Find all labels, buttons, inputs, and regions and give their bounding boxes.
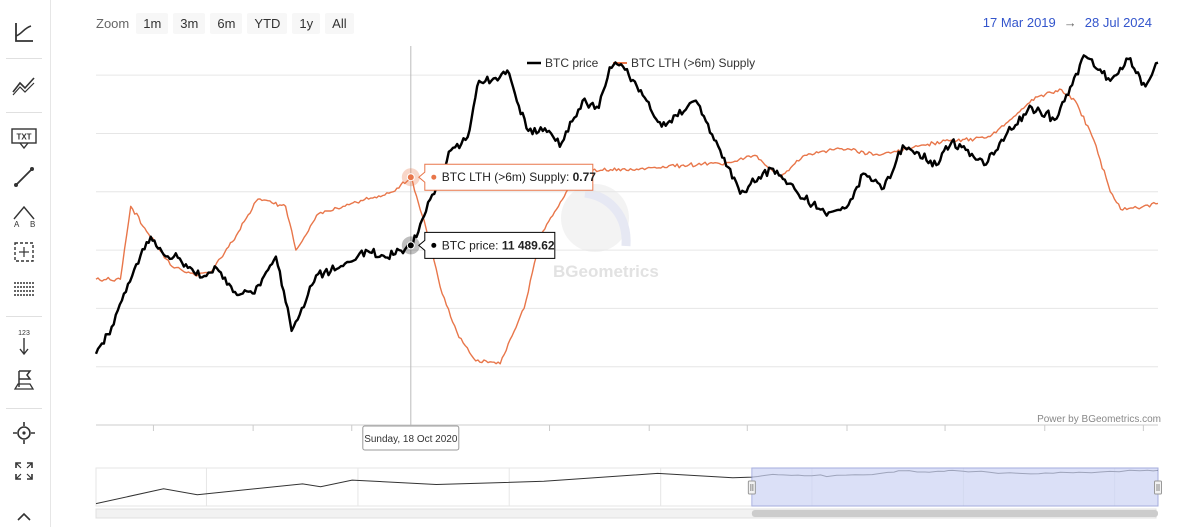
to-date-input[interactable]: 28 Jul 2024 [1084, 15, 1152, 30]
watermark: BGeometrics [553, 184, 659, 281]
from-date-input[interactable]: 17 Mar 2019 [982, 15, 1056, 30]
price-series-line [94, 54, 1159, 355]
scrollbar-thumb[interactable] [751, 510, 1158, 517]
watermark-logo-swoosh [584, 188, 631, 247]
text-annotation-icon[interactable]: TXT [8, 122, 40, 154]
price-tooltip: BTC price: 11 489.62 [418, 231, 556, 259]
navigator[interactable] [95, 467, 1162, 507]
toolbar-divider [6, 112, 42, 113]
supply-tooltip-dot [431, 174, 437, 180]
credits-link[interactable]: Power by BGeometrics.com [1037, 414, 1161, 425]
range-selector: Zoom 1m 3m 6m YTD 1y All [96, 12, 354, 34]
supply-tooltip-text: BTC LTH (>6m) Supply: 0.77 [442, 170, 596, 184]
price-tooltip-text: BTC price: 11 489.62 [442, 238, 555, 252]
supply-tooltip-label: BTC LTH (>6m) Supply: [442, 170, 573, 184]
toolbar-divider [6, 316, 42, 317]
gridlines [96, 74, 1158, 426]
line-icon[interactable] [8, 161, 40, 193]
svg-text:123: 123 [18, 330, 30, 337]
date-tooltip: Sunday, 18 Oct 2020 [362, 425, 460, 451]
date-tooltip-box [362, 425, 460, 451]
fullscreen-icon[interactable] [8, 455, 40, 487]
supply-tooltip: BTC LTH (>6m) Supply: 0.77 [418, 163, 596, 191]
navigator-handle[interactable] [747, 480, 756, 495]
x-axis [96, 424, 1158, 431]
zoom-6m-button[interactable]: 6m [210, 12, 243, 34]
navigator-scrollbar[interactable] [95, 508, 1158, 519]
zoom-label: Zoom [96, 15, 130, 31]
navigator-selection [751, 467, 1159, 507]
zoom-all-button[interactable]: All [325, 12, 354, 34]
flag-icon[interactable] [8, 364, 40, 396]
date-range-display: 17 Mar 2019 → 28 Jul 2024 [983, 15, 1152, 30]
legend-supply-label[interactable]: BTC LTH (>6m) Supply [631, 56, 755, 70]
supply-tooltip-value: 0.77 [573, 170, 597, 184]
svg-text:A: A [14, 220, 20, 229]
tooltips: BTC LTH (>6m) Supply: 0.77 BTC price: 11… [362, 163, 596, 451]
navigator-handle[interactable] [1154, 480, 1162, 495]
more-tools-icon[interactable] [8, 500, 40, 532]
series [94, 54, 1159, 365]
zoom-target-icon[interactable] [8, 417, 40, 449]
price-tooltip-dot [431, 242, 437, 248]
zoom-1m-button[interactable]: 1m [136, 12, 169, 34]
crosshair-icon[interactable] [8, 16, 40, 48]
rectangle-select-icon[interactable] [8, 236, 40, 268]
toolbar-divider [6, 58, 42, 59]
price-hover-marker [406, 241, 415, 250]
price-tooltip-value: 11 489.62 [502, 238, 555, 252]
supply-tooltip-box [418, 163, 594, 191]
watermark-text: BGeometrics [553, 262, 659, 281]
svg-text:B: B [30, 220, 35, 229]
price-tooltip-box [418, 231, 556, 259]
zoom-ytd-button[interactable]: YTD [247, 12, 288, 34]
supply-series-line [95, 88, 1159, 365]
legend-price-label[interactable]: BTC price [545, 56, 599, 70]
range-arrow: → [1063, 15, 1077, 30]
zoom-1y-button[interactable]: 1y [292, 12, 321, 34]
zoom-3m-button[interactable]: 3m [173, 12, 206, 34]
legend: BTC price BTC LTH (>6m) Supply [527, 56, 755, 70]
trendline-icon[interactable] [8, 70, 40, 102]
svg-text:TXT: TXT [16, 133, 31, 142]
table-icon[interactable] [8, 273, 40, 305]
crosshair-markers [401, 168, 420, 255]
supply-hover-marker [406, 173, 415, 182]
price-tooltip-label: BTC price: [442, 238, 502, 252]
toolbar-divider [6, 408, 42, 409]
vertical-arrow-icon[interactable]: 123 [8, 326, 40, 358]
date-tooltip-text: Sunday, 18 Oct 2020 [364, 434, 458, 445]
